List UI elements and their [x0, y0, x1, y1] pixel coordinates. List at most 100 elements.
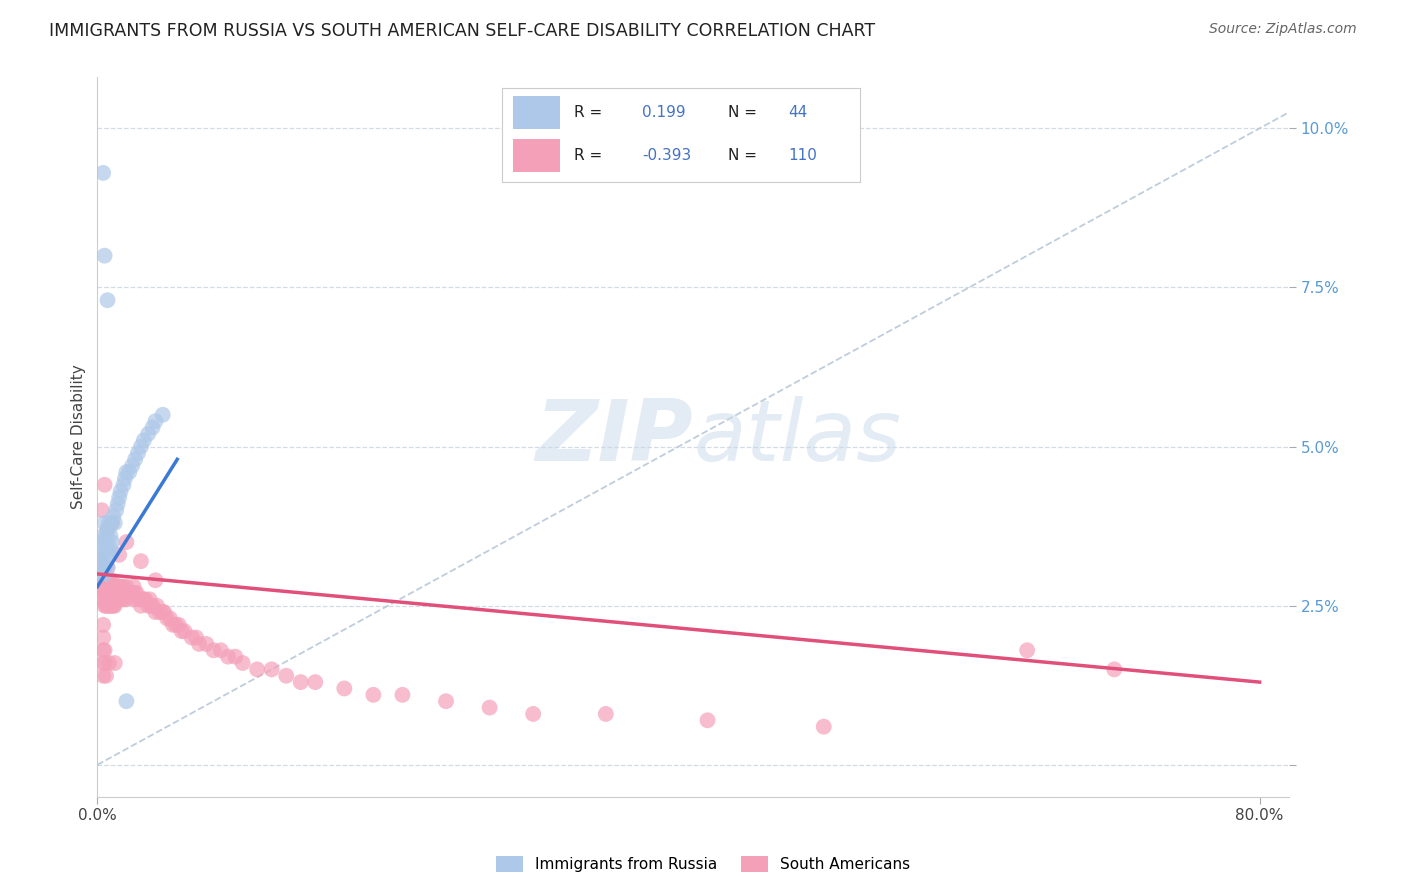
- Point: [94, 529, 117, 543]
- Point: [93, 656, 115, 670]
- Point: [110, 592, 132, 607]
- Point: [114, 586, 136, 600]
- Point: [188, 637, 211, 651]
- Point: [108, 491, 131, 505]
- Point: [98, 599, 121, 613]
- Point: [90, 580, 112, 594]
- Point: [156, 611, 179, 625]
- Point: [152, 408, 174, 422]
- Point: [125, 586, 148, 600]
- Point: [101, 574, 124, 588]
- Point: [87, 566, 110, 581]
- Point: [118, 586, 141, 600]
- Point: [232, 656, 254, 670]
- Point: [91, 592, 114, 607]
- Point: [134, 592, 156, 607]
- Point: [93, 574, 115, 588]
- Point: [153, 605, 176, 619]
- Point: [110, 580, 132, 594]
- Point: [136, 426, 159, 441]
- Point: [100, 529, 122, 543]
- Point: [224, 649, 246, 664]
- Point: [103, 586, 125, 600]
- Point: [209, 643, 232, 657]
- Point: [87, 580, 110, 594]
- Point: [186, 631, 208, 645]
- Point: [121, 458, 143, 473]
- Point: [98, 574, 121, 588]
- Point: [98, 516, 121, 530]
- Point: [304, 675, 326, 690]
- Point: [522, 706, 544, 721]
- Point: [391, 688, 413, 702]
- Point: [107, 497, 129, 511]
- Point: [90, 592, 112, 607]
- Point: [90, 566, 112, 581]
- Point: [118, 465, 141, 479]
- Point: [101, 586, 124, 600]
- Point: [98, 548, 121, 562]
- Point: [100, 586, 122, 600]
- Point: [101, 516, 124, 530]
- Point: [142, 599, 165, 613]
- Point: [96, 541, 118, 556]
- Point: [132, 434, 155, 448]
- Point: [159, 611, 181, 625]
- Point: [87, 566, 110, 581]
- Point: [104, 516, 127, 530]
- Point: [139, 599, 162, 613]
- Text: IMMIGRANTS FROM RUSSIA VS SOUTH AMERICAN SELF-CARE DISABILITY CORRELATION CHART: IMMIGRANTS FROM RUSSIA VS SOUTH AMERICAN…: [49, 22, 876, 40]
- Legend: Immigrants from Russia, South Americans: Immigrants from Russia, South Americans: [488, 848, 918, 880]
- Point: [96, 560, 118, 574]
- Point: [112, 477, 135, 491]
- Point: [333, 681, 356, 696]
- Point: [94, 586, 117, 600]
- Point: [96, 560, 118, 574]
- Point: [276, 669, 298, 683]
- Point: [180, 631, 202, 645]
- Point: [91, 535, 114, 549]
- Point: [93, 566, 115, 581]
- Point: [91, 631, 114, 645]
- Point: [1017, 643, 1039, 657]
- Point: [96, 599, 118, 613]
- Point: [105, 503, 128, 517]
- Point: [104, 656, 127, 670]
- Point: [91, 656, 114, 670]
- Point: [121, 586, 143, 600]
- Point: [110, 484, 132, 499]
- Point: [100, 541, 122, 556]
- Point: [129, 440, 152, 454]
- Point: [246, 662, 269, 676]
- Point: [108, 580, 131, 594]
- Y-axis label: Self-Care Disability: Self-Care Disability: [72, 365, 86, 509]
- Point: [105, 580, 128, 594]
- Point: [101, 535, 124, 549]
- Point: [127, 446, 149, 460]
- Point: [89, 560, 111, 574]
- Point: [93, 249, 115, 263]
- Point: [104, 586, 127, 600]
- Point: [127, 592, 149, 607]
- Point: [107, 592, 129, 607]
- Point: [167, 617, 190, 632]
- Point: [96, 293, 118, 308]
- Point: [93, 516, 115, 530]
- Point: [108, 592, 131, 607]
- Point: [122, 580, 145, 594]
- Point: [217, 649, 239, 664]
- Point: [478, 700, 501, 714]
- Point: [142, 420, 165, 434]
- Point: [115, 465, 138, 479]
- Point: [90, 554, 112, 568]
- Point: [173, 624, 195, 639]
- Point: [96, 522, 118, 536]
- Point: [136, 599, 159, 613]
- Point: [145, 414, 167, 428]
- Point: [111, 586, 134, 600]
- Point: [290, 675, 312, 690]
- Point: [170, 624, 193, 639]
- Point: [124, 452, 146, 467]
- Point: [162, 617, 184, 632]
- Point: [131, 592, 153, 607]
